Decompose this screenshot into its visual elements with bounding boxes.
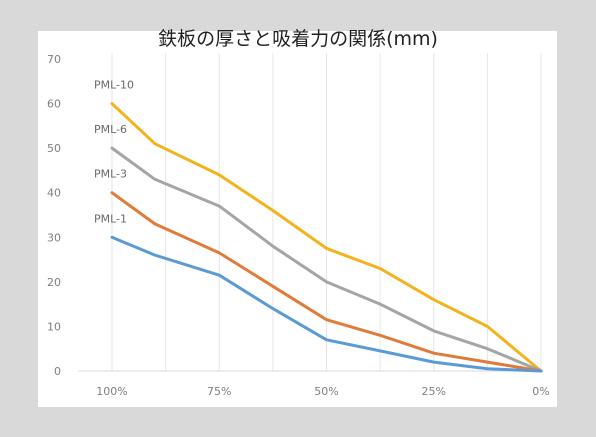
x-tick-label: 100% [96, 385, 127, 398]
y-tick-label: 0 [54, 365, 61, 378]
x-tick-label: 25% [422, 385, 446, 398]
series-line [110, 102, 543, 373]
series-line [110, 146, 543, 373]
y-tick-label: 50 [47, 142, 61, 155]
series-line [110, 235, 543, 373]
series-label: PML-1 [94, 212, 127, 225]
x-tick-label: 50% [314, 385, 338, 398]
y-tick-label: 60 [47, 98, 61, 111]
y-tick-label: 10 [47, 320, 61, 333]
series-label: PML-10 [94, 79, 134, 92]
y-tick-label: 70 [47, 53, 61, 66]
series-label: PML-6 [94, 123, 127, 136]
x-tick-label: 0% [532, 385, 549, 398]
x-tick-label: 75% [207, 385, 231, 398]
series-line [110, 191, 543, 373]
y-tick-label: 30 [47, 231, 61, 244]
series-label: PML-3 [94, 168, 127, 181]
y-tick-label: 40 [47, 187, 61, 200]
chart-title: 鉄板の厚さと吸着力の関係(mm) [158, 28, 438, 50]
y-tick-label: 20 [47, 276, 61, 289]
